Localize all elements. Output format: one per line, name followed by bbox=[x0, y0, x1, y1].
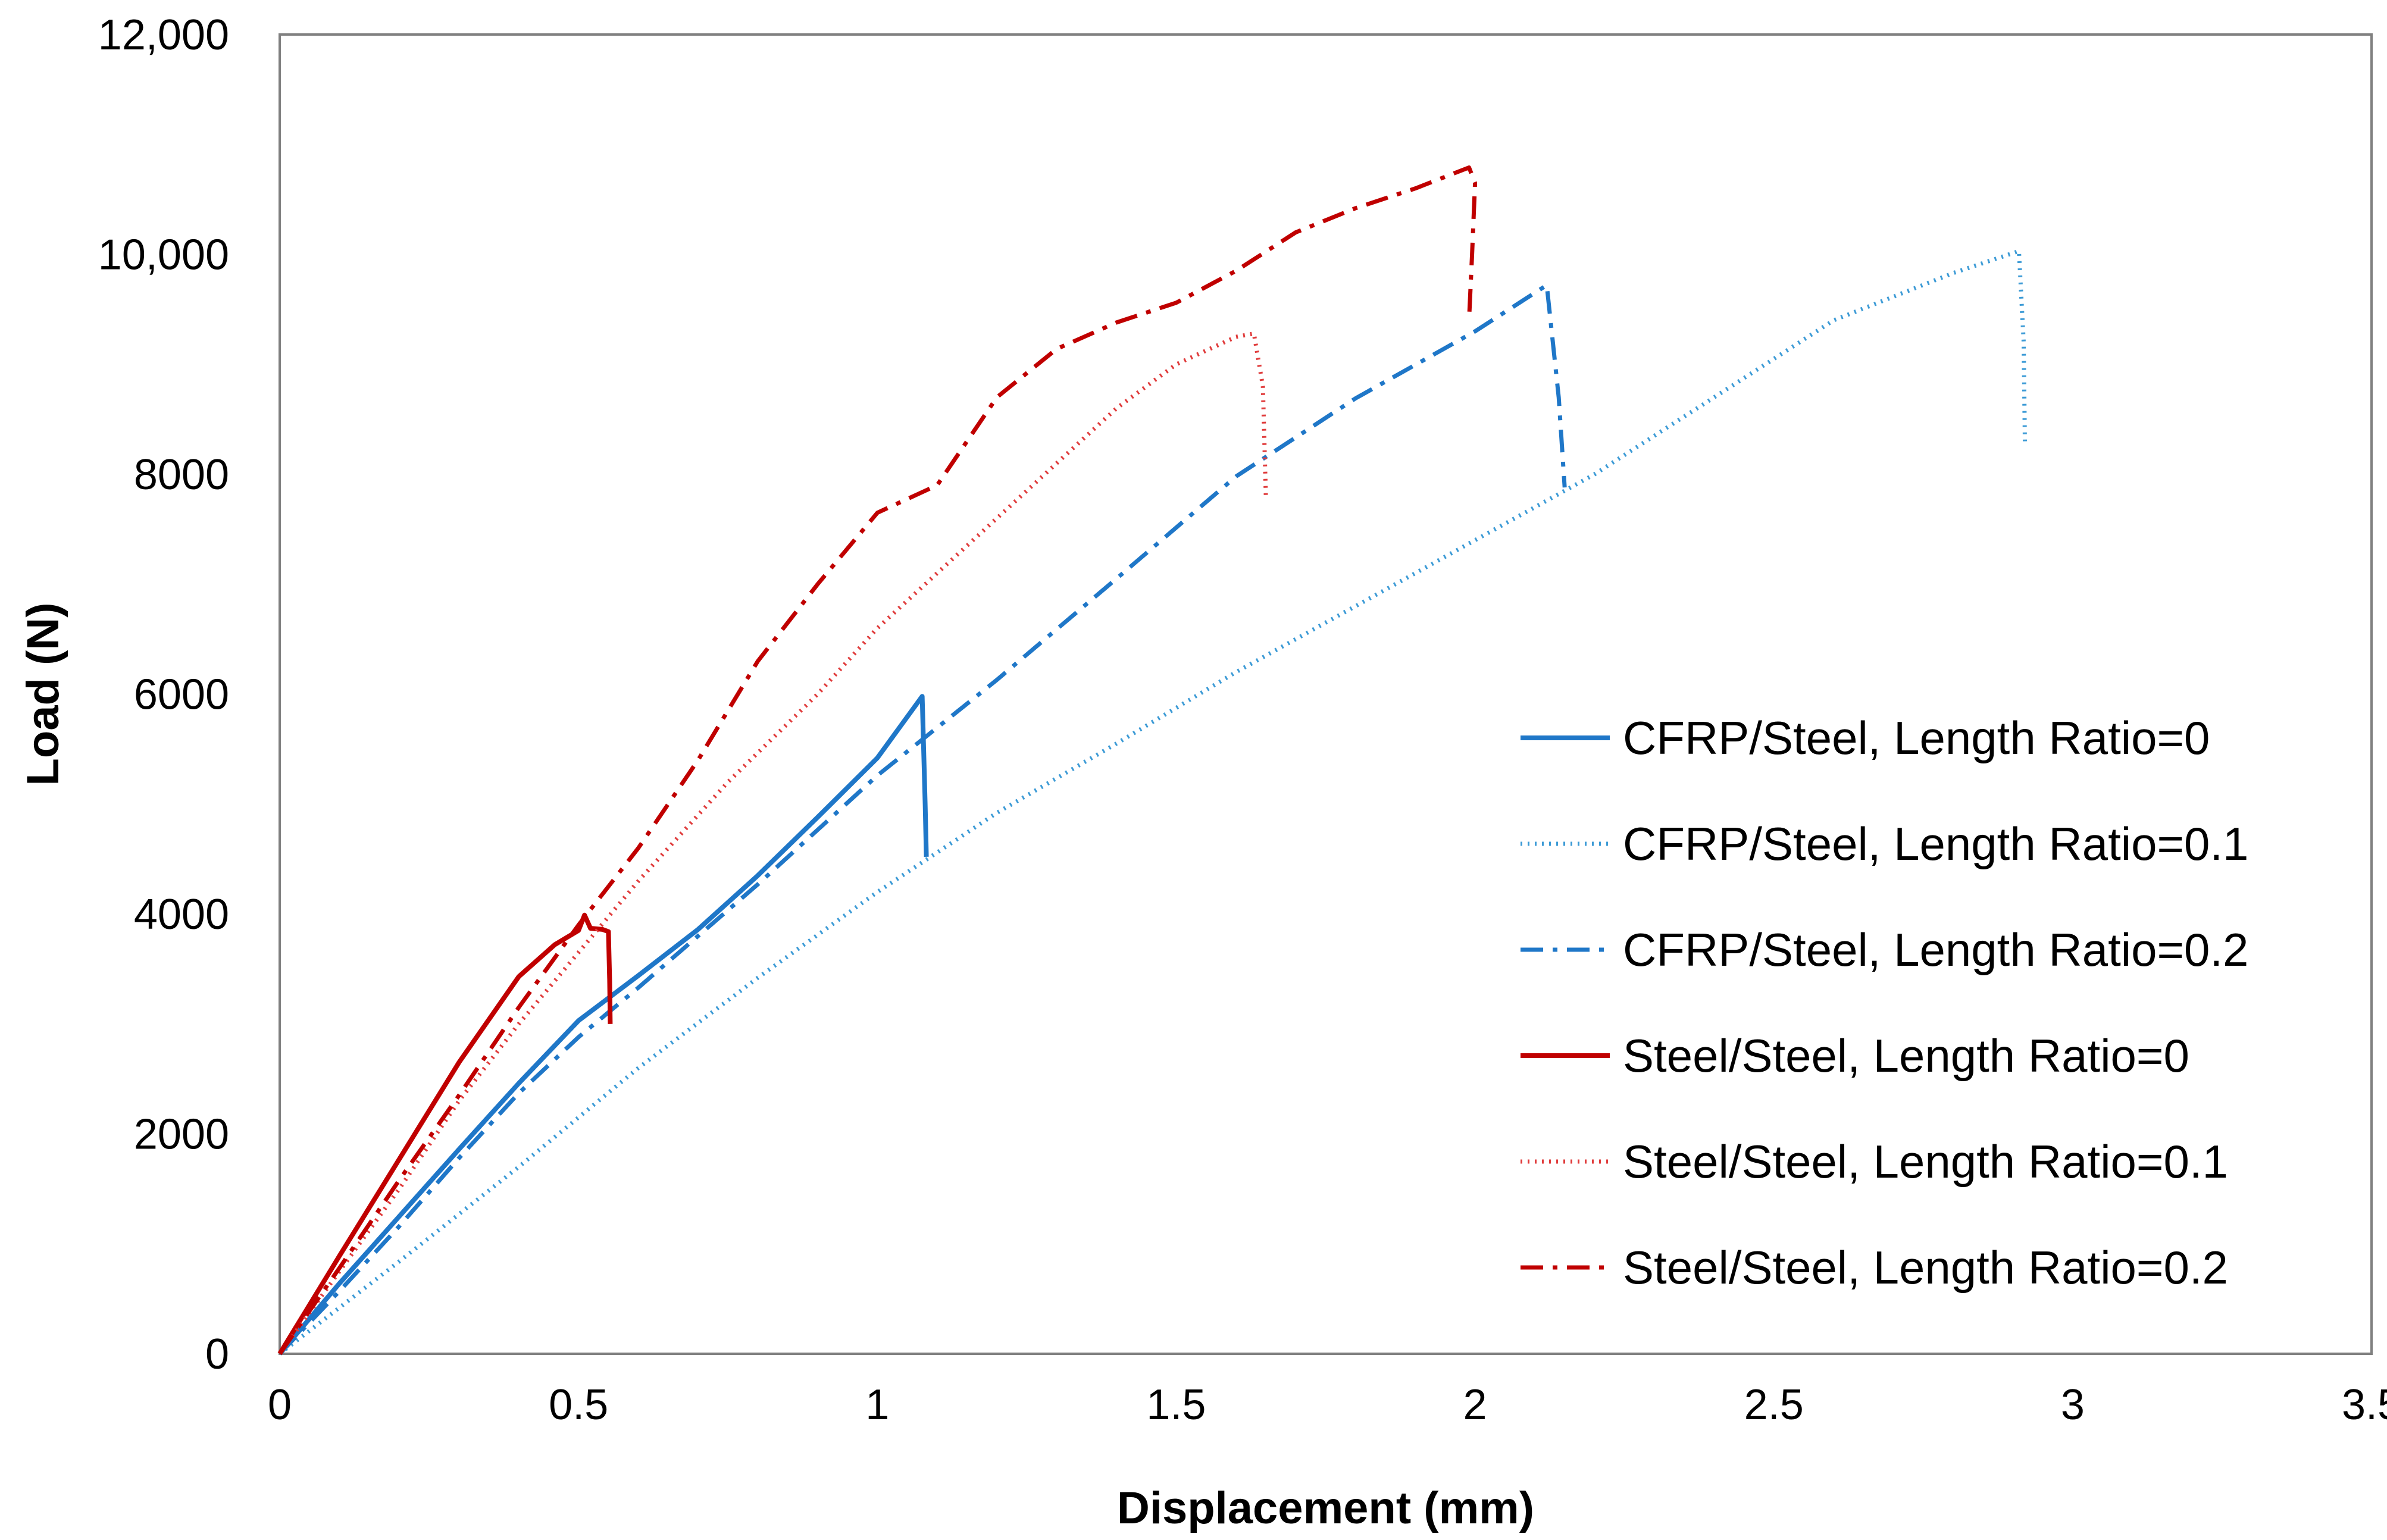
y-tick-label: 2000 bbox=[134, 1111, 229, 1159]
legend-label: Steel/Steel, Length Ratio=0 bbox=[1623, 1029, 2189, 1082]
y-axis-ticks: 0 2000 4000 6000 8000 10,000 12,000 bbox=[98, 11, 229, 1378]
y-axis-title: Load (N) bbox=[18, 602, 68, 785]
x-axis-title: Displacement (mm) bbox=[1117, 1483, 1534, 1533]
legend-label: Steel/Steel, Length Ratio=0.1 bbox=[1623, 1135, 2228, 1188]
x-tick-label: 1 bbox=[865, 1381, 889, 1429]
x-tick-label: 0.5 bbox=[549, 1381, 608, 1429]
x-tick-label: 2 bbox=[1463, 1381, 1487, 1429]
x-tick-label: 0 bbox=[268, 1381, 292, 1429]
plot-area-frame bbox=[279, 33, 2373, 1355]
series-lines bbox=[277, 165, 2027, 1356]
y-tick-label: 0 bbox=[205, 1331, 229, 1378]
y-tick-label: 8000 bbox=[134, 451, 229, 499]
legend: CFRP/Steel, Length Ratio=0 CFRP/Steel, Le… bbox=[1521, 712, 2248, 1294]
series-line-6 bbox=[278, 165, 1478, 1356]
y-tick-label: 4000 bbox=[134, 891, 229, 938]
y-tick-label: 12,000 bbox=[98, 11, 229, 59]
series-line-4 bbox=[277, 912, 613, 1356]
x-axis-ticks: 0 0.5 1 1.5 2 2.5 3 3.5 bbox=[268, 1381, 2387, 1429]
y-tick-label: 10,000 bbox=[98, 231, 229, 279]
x-tick-label: 3 bbox=[2061, 1381, 2085, 1429]
x-tick-label: 2.5 bbox=[1744, 1381, 1804, 1429]
series-line-3 bbox=[278, 283, 1567, 1356]
legend-label: CFRP/Steel, Length Ratio=0.2 bbox=[1623, 924, 2248, 976]
legend-label: CFRP/Steel, Length Ratio=0.1 bbox=[1623, 818, 2248, 870]
x-tick-label: 3.5 bbox=[2342, 1381, 2387, 1429]
legend-label: CFRP/Steel, Length Ratio=0 bbox=[1623, 712, 2210, 764]
legend-label: Steel/Steel, Length Ratio=0.2 bbox=[1623, 1241, 2228, 1294]
x-tick-label: 1.5 bbox=[1146, 1381, 1206, 1429]
series-line-1 bbox=[277, 694, 929, 1356]
y-tick-label: 6000 bbox=[134, 671, 229, 719]
